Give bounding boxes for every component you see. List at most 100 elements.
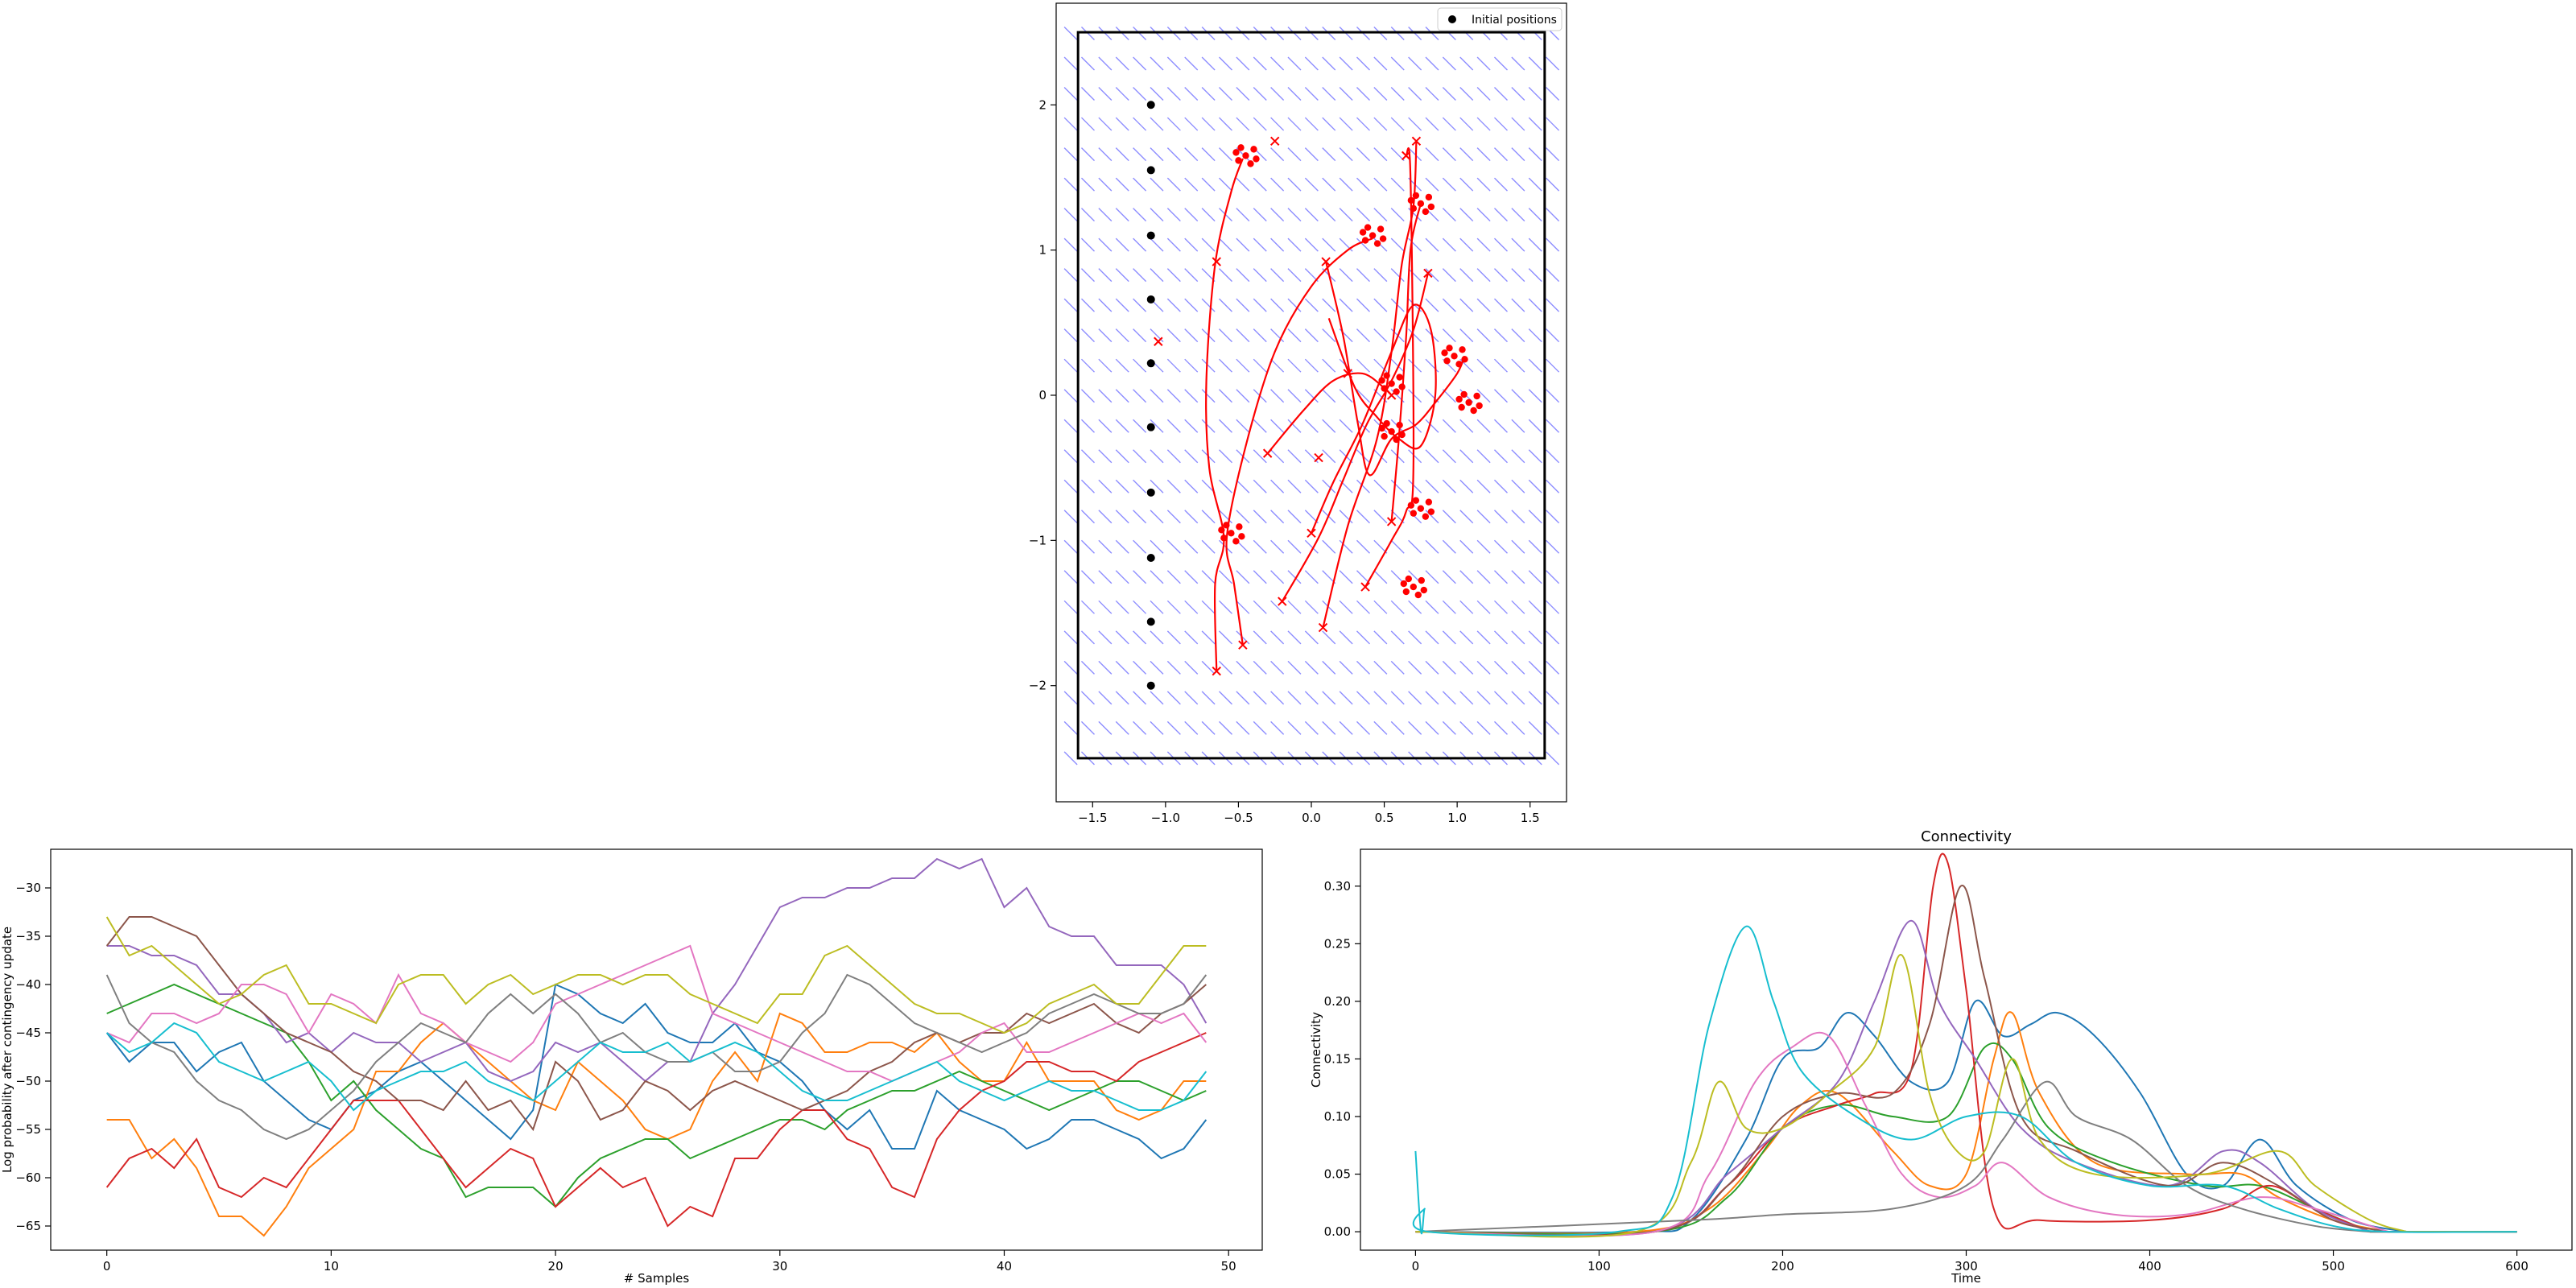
vector-arrow	[1493, 56, 1508, 71]
final-position-dot	[1381, 432, 1388, 440]
vector-arrow	[1218, 449, 1232, 464]
vector-arrow	[1322, 479, 1336, 493]
vector-arrow	[1476, 147, 1491, 162]
vector-arrow	[1304, 147, 1319, 162]
final-position-dot	[1422, 513, 1430, 520]
vector-arrow	[1253, 539, 1267, 554]
start-marker	[1321, 257, 1331, 266]
y-tick-label: −65	[15, 1219, 41, 1233]
vector-arrow	[1166, 419, 1181, 433]
vector-arrow	[1063, 177, 1078, 192]
vector-arrow	[1184, 630, 1199, 645]
vector-arrow	[1287, 570, 1302, 584]
vector-arrow	[1322, 600, 1336, 614]
trajectory-line	[1364, 147, 1415, 588]
vector-arrow	[1304, 630, 1319, 645]
start-marker	[1343, 369, 1352, 378]
vector-arrow	[1459, 630, 1474, 645]
vector-arrow	[1304, 358, 1319, 373]
y-tick-label: 0.15	[1324, 1051, 1351, 1066]
vector-arrow	[1184, 147, 1199, 162]
final-position-dot	[1446, 345, 1453, 352]
vector-arrow	[1304, 419, 1319, 433]
vector-arrow	[1184, 389, 1199, 403]
vector-arrow	[1236, 479, 1250, 493]
vector-arrow	[1511, 268, 1525, 283]
y-tick-label: −35	[15, 929, 41, 943]
start-marker	[1423, 268, 1433, 279]
final-position-dot	[1364, 224, 1372, 231]
vector-arrow	[1098, 449, 1113, 464]
vector-arrow	[1304, 298, 1319, 312]
final-position-dot	[1253, 155, 1260, 163]
vector-arrow	[1184, 449, 1199, 464]
vector-arrow	[1166, 237, 1181, 252]
vector-arrow	[1373, 298, 1388, 312]
vector-arrow	[1442, 449, 1456, 464]
vector-arrow	[1459, 147, 1474, 162]
vector-arrow	[1133, 630, 1147, 645]
vector-arrow	[1184, 570, 1199, 584]
log-probability-plot: 0 10 20 30 40 50 −30 −35 −40 −45 −50 −55 −60 −65 # Sam…	[0, 848, 1263, 1286]
trajectory-line	[1390, 203, 1422, 522]
vector-arrow	[1098, 328, 1113, 343]
final-position-dot	[1414, 591, 1422, 599]
vector-arrow	[1236, 691, 1250, 705]
vector-arrow	[1442, 660, 1456, 675]
vector-arrow	[1150, 600, 1164, 614]
vector-arrow	[1408, 479, 1422, 493]
vector-arrow	[1442, 87, 1456, 101]
vector-arrow	[1511, 449, 1525, 464]
vector-arrow	[1493, 328, 1508, 343]
vector-arrow	[1253, 268, 1267, 283]
vector-arrow	[1184, 298, 1199, 312]
vector-arrow	[1201, 660, 1216, 675]
vector-arrow	[1356, 510, 1370, 524]
final-position-dot	[1383, 372, 1390, 379]
vector-arrow	[1304, 177, 1319, 192]
vector-arrow	[1459, 691, 1474, 705]
vector-arrow	[1476, 268, 1491, 283]
vector-arrow	[1425, 147, 1439, 162]
start-marker	[1318, 622, 1328, 633]
vector-arrow	[1150, 660, 1164, 675]
vector-arrow	[1425, 117, 1439, 131]
vector-arrow	[1356, 660, 1370, 675]
vector-arrow	[1373, 449, 1388, 464]
series-line	[106, 857, 1208, 1083]
vector-arrow	[1373, 691, 1388, 705]
vector-arrow	[1390, 268, 1405, 283]
vector-arrow	[1287, 691, 1302, 705]
vector-arrow	[1546, 449, 1560, 464]
vector-arrow	[1253, 117, 1267, 131]
vector-arrow	[1201, 691, 1216, 705]
vector-arrow	[1218, 328, 1232, 343]
final-position-dot	[1396, 374, 1403, 381]
vector-arrow	[1150, 720, 1164, 735]
final-position-dot	[1410, 583, 1418, 591]
final-position-dot	[1407, 196, 1415, 204]
vector-arrow	[1133, 328, 1147, 343]
vector-arrow	[1133, 720, 1147, 735]
vector-arrow	[1253, 570, 1267, 584]
vector-arrow	[1339, 389, 1353, 403]
vector-arrow	[1201, 389, 1216, 403]
final-position-dot	[1242, 152, 1249, 159]
vector-arrow	[1287, 268, 1302, 283]
start-marker	[1212, 257, 1221, 266]
vector-arrow	[1356, 56, 1370, 71]
vector-arrow	[1493, 691, 1508, 705]
vector-arrow	[1459, 298, 1474, 312]
vector-arrow	[1425, 87, 1439, 101]
vector-arrow	[1373, 268, 1388, 283]
vector-arrow	[1133, 570, 1147, 584]
vector-arrow	[1166, 691, 1181, 705]
vector-arrow	[1080, 510, 1095, 524]
vector-arrow	[1115, 691, 1129, 705]
vector-arrow	[1304, 691, 1319, 705]
vector-arrow	[1150, 56, 1164, 71]
vector-arrow	[1218, 479, 1232, 493]
vector-arrow	[1063, 510, 1078, 524]
series-line	[1415, 954, 2517, 1238]
vector-arrow	[1322, 449, 1336, 464]
